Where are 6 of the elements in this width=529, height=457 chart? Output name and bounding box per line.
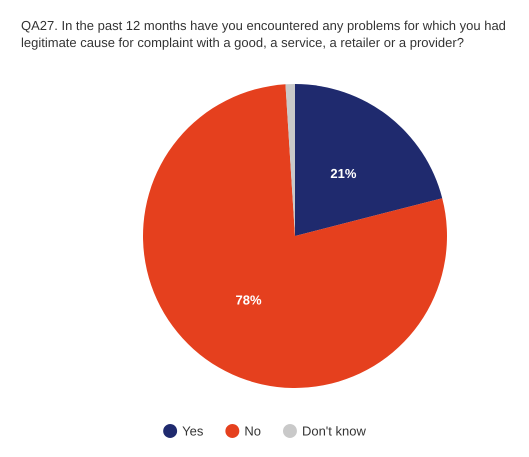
legend-label: Don't know xyxy=(302,424,366,438)
legend-label: No xyxy=(244,424,261,438)
legend-label: Yes xyxy=(182,424,204,438)
chart-title: QA27. In the past 12 months have you encountered any problems for which you had legitimate cause for complaint with a good, a service, a retailer or a provider? xyxy=(21,18,510,50)
data-label: 21% xyxy=(330,166,357,182)
data-label: 78% xyxy=(236,292,262,308)
